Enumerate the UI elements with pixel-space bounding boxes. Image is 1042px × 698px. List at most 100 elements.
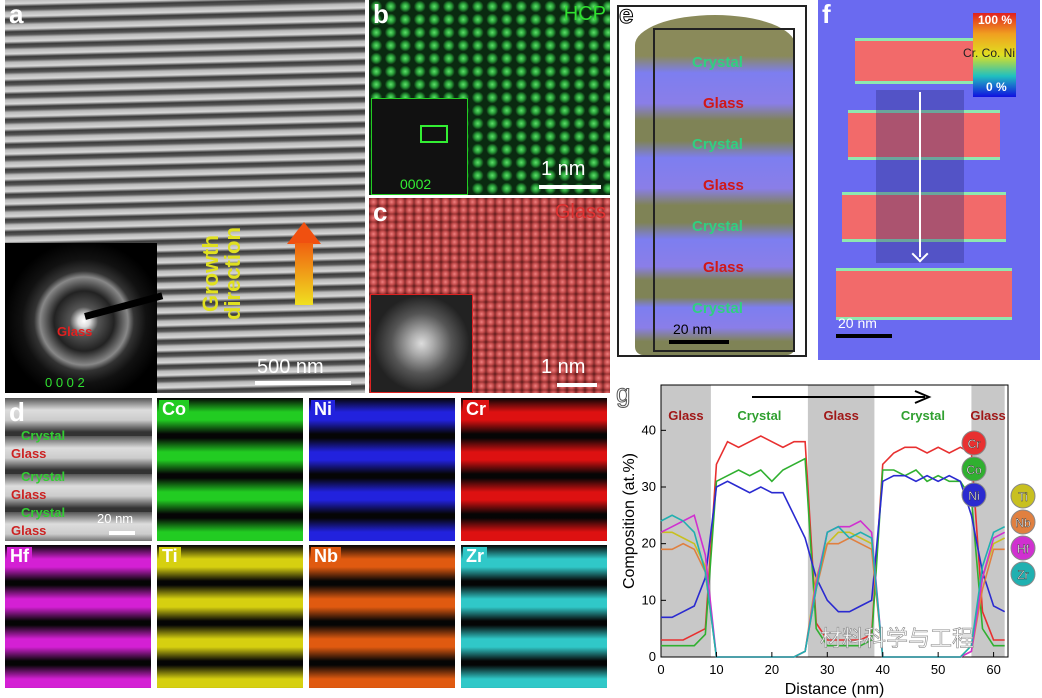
layer-label: Crystal xyxy=(692,54,743,71)
element-label: Co xyxy=(159,399,189,420)
layer-label: Glass xyxy=(703,259,744,276)
scale-bar-label: 20 nm xyxy=(97,511,134,526)
glass-region xyxy=(971,385,1005,657)
scale-bar-label: 500 nm xyxy=(257,356,324,378)
panel-label: e xyxy=(618,0,634,29)
legend-marker-cr xyxy=(961,430,987,456)
element-label: Hf xyxy=(7,546,32,567)
series-line-cr xyxy=(661,435,1005,641)
layer-label: Crystal xyxy=(692,300,743,317)
inner-box xyxy=(653,28,795,352)
region-label: Crystal xyxy=(737,408,781,423)
glass-region xyxy=(661,385,711,657)
panel-label: d xyxy=(9,398,25,427)
legend-label: Hf xyxy=(1017,542,1030,556)
element-label: Zr xyxy=(463,546,487,567)
cr-co-ni-rich-band xyxy=(836,268,1012,320)
layer-label: Crystal xyxy=(21,428,66,443)
y-tick-label: 0 xyxy=(649,649,656,664)
x-tick-label: 40 xyxy=(875,662,889,677)
scale-bar xyxy=(539,185,601,189)
element-map-cr: Cr xyxy=(461,398,607,541)
legend-marker-nb xyxy=(1010,509,1036,535)
glass-region xyxy=(807,385,875,657)
scale-bar-label: 1 nm xyxy=(541,158,586,180)
scale-bar xyxy=(557,383,597,387)
colorbar-min: 0 % xyxy=(986,80,1007,94)
y-tick-label: 20 xyxy=(642,536,656,551)
region-label: Glass xyxy=(970,408,1005,423)
beam-stop xyxy=(84,292,164,320)
scale-bar-label: 20 nm xyxy=(673,321,712,337)
colorbar-max: 100 % xyxy=(978,13,1013,27)
legend-marker-zr xyxy=(1010,561,1036,587)
x-axis-label: Distance (nm) xyxy=(785,681,885,698)
bounding-box xyxy=(617,5,807,357)
layer-label: Glass xyxy=(703,95,744,112)
glass-label: Glass xyxy=(57,324,93,339)
roi-arrow xyxy=(919,92,921,257)
watermark: 材料科学与工程 xyxy=(820,626,975,651)
element-map-hf: Hf xyxy=(5,545,151,688)
growth-arrow-icon xyxy=(287,222,321,244)
tip-volume xyxy=(635,15,795,355)
y-tick-label: 30 xyxy=(642,479,656,494)
x-tick-label: 0 xyxy=(657,662,664,677)
region-label: Crystal xyxy=(901,408,945,423)
index-label: 0 0 0 2 xyxy=(45,375,85,390)
element-label: Cr xyxy=(463,399,490,420)
series-line-co xyxy=(661,457,1005,647)
element-map-co: Co xyxy=(157,398,303,541)
legend-label: Co xyxy=(966,463,982,477)
growth-text: Growth xyxy=(198,235,223,313)
x-tick-label: 50 xyxy=(931,662,945,677)
scale-bar-label: 20 nm xyxy=(838,315,877,331)
colorbar xyxy=(973,13,1016,97)
legend-label: Cr xyxy=(968,437,981,451)
selection-box xyxy=(420,125,448,143)
legend-marker-ti xyxy=(1010,483,1036,509)
colorbar-title: Cr. Co. Ni xyxy=(963,46,1016,60)
phase-label: Glass xyxy=(554,201,606,223)
panel-b-hcp-image: b HCP 1 nm 0002 xyxy=(369,0,610,195)
scale-bar xyxy=(255,381,351,385)
growth-arrow-shaft xyxy=(295,243,313,305)
scale-bar xyxy=(669,340,729,344)
element-label: Ti xyxy=(159,546,181,567)
index-label: 0002 xyxy=(400,176,432,192)
region-label: Glass xyxy=(823,408,858,423)
legend-label: Zr xyxy=(1017,568,1028,582)
phase-label: HCP xyxy=(563,3,606,25)
legend-label: Ni xyxy=(968,489,979,503)
fft-inset: 0002 xyxy=(371,98,468,195)
panel-d-haadf: d Crystal Glass Crystal Glass Crystal Gl… xyxy=(5,398,152,541)
y-tick-label: 10 xyxy=(642,592,656,607)
y-tick-label: 40 xyxy=(642,422,656,437)
element-label: Nb xyxy=(311,546,341,567)
element-label: Ni xyxy=(311,399,335,420)
cr-co-ni-rich-band xyxy=(855,38,993,84)
direction-text: direction xyxy=(220,227,245,320)
panel-f-concentration-map: f 100 % Cr. Co. Ni 0 % 20 nm xyxy=(818,0,1040,360)
layer-label: Crystal xyxy=(692,136,743,153)
cr-co-ni-rich-band xyxy=(848,110,1000,160)
element-map-ti: Ti xyxy=(157,545,303,688)
legend-label: Ti xyxy=(1018,490,1028,504)
layer-label: Crystal xyxy=(21,469,66,484)
element-map-ni: Ni xyxy=(309,398,455,541)
region-label: Glass xyxy=(668,408,703,423)
element-map-zr: Zr xyxy=(461,545,607,688)
layer-label: Glass xyxy=(11,487,47,502)
legend-marker-co xyxy=(961,456,987,482)
y-axis-label: Composition (at.%) xyxy=(621,453,638,589)
layer-label: Crystal xyxy=(21,505,66,520)
scale-bar xyxy=(836,334,892,338)
diffraction-inset: Glass 0 0 0 2 xyxy=(5,243,164,393)
layer-label: Glass xyxy=(703,177,744,194)
layer-label: Glass xyxy=(11,446,47,461)
panel-a-tem-image: a Growth direction 500 nm Glass 0 0 0 2 xyxy=(5,0,365,393)
element-map-nb: Nb xyxy=(309,545,455,688)
fft-inset xyxy=(370,294,473,393)
layer-label: Glass xyxy=(11,523,47,538)
legend-marker-ni xyxy=(961,482,987,508)
